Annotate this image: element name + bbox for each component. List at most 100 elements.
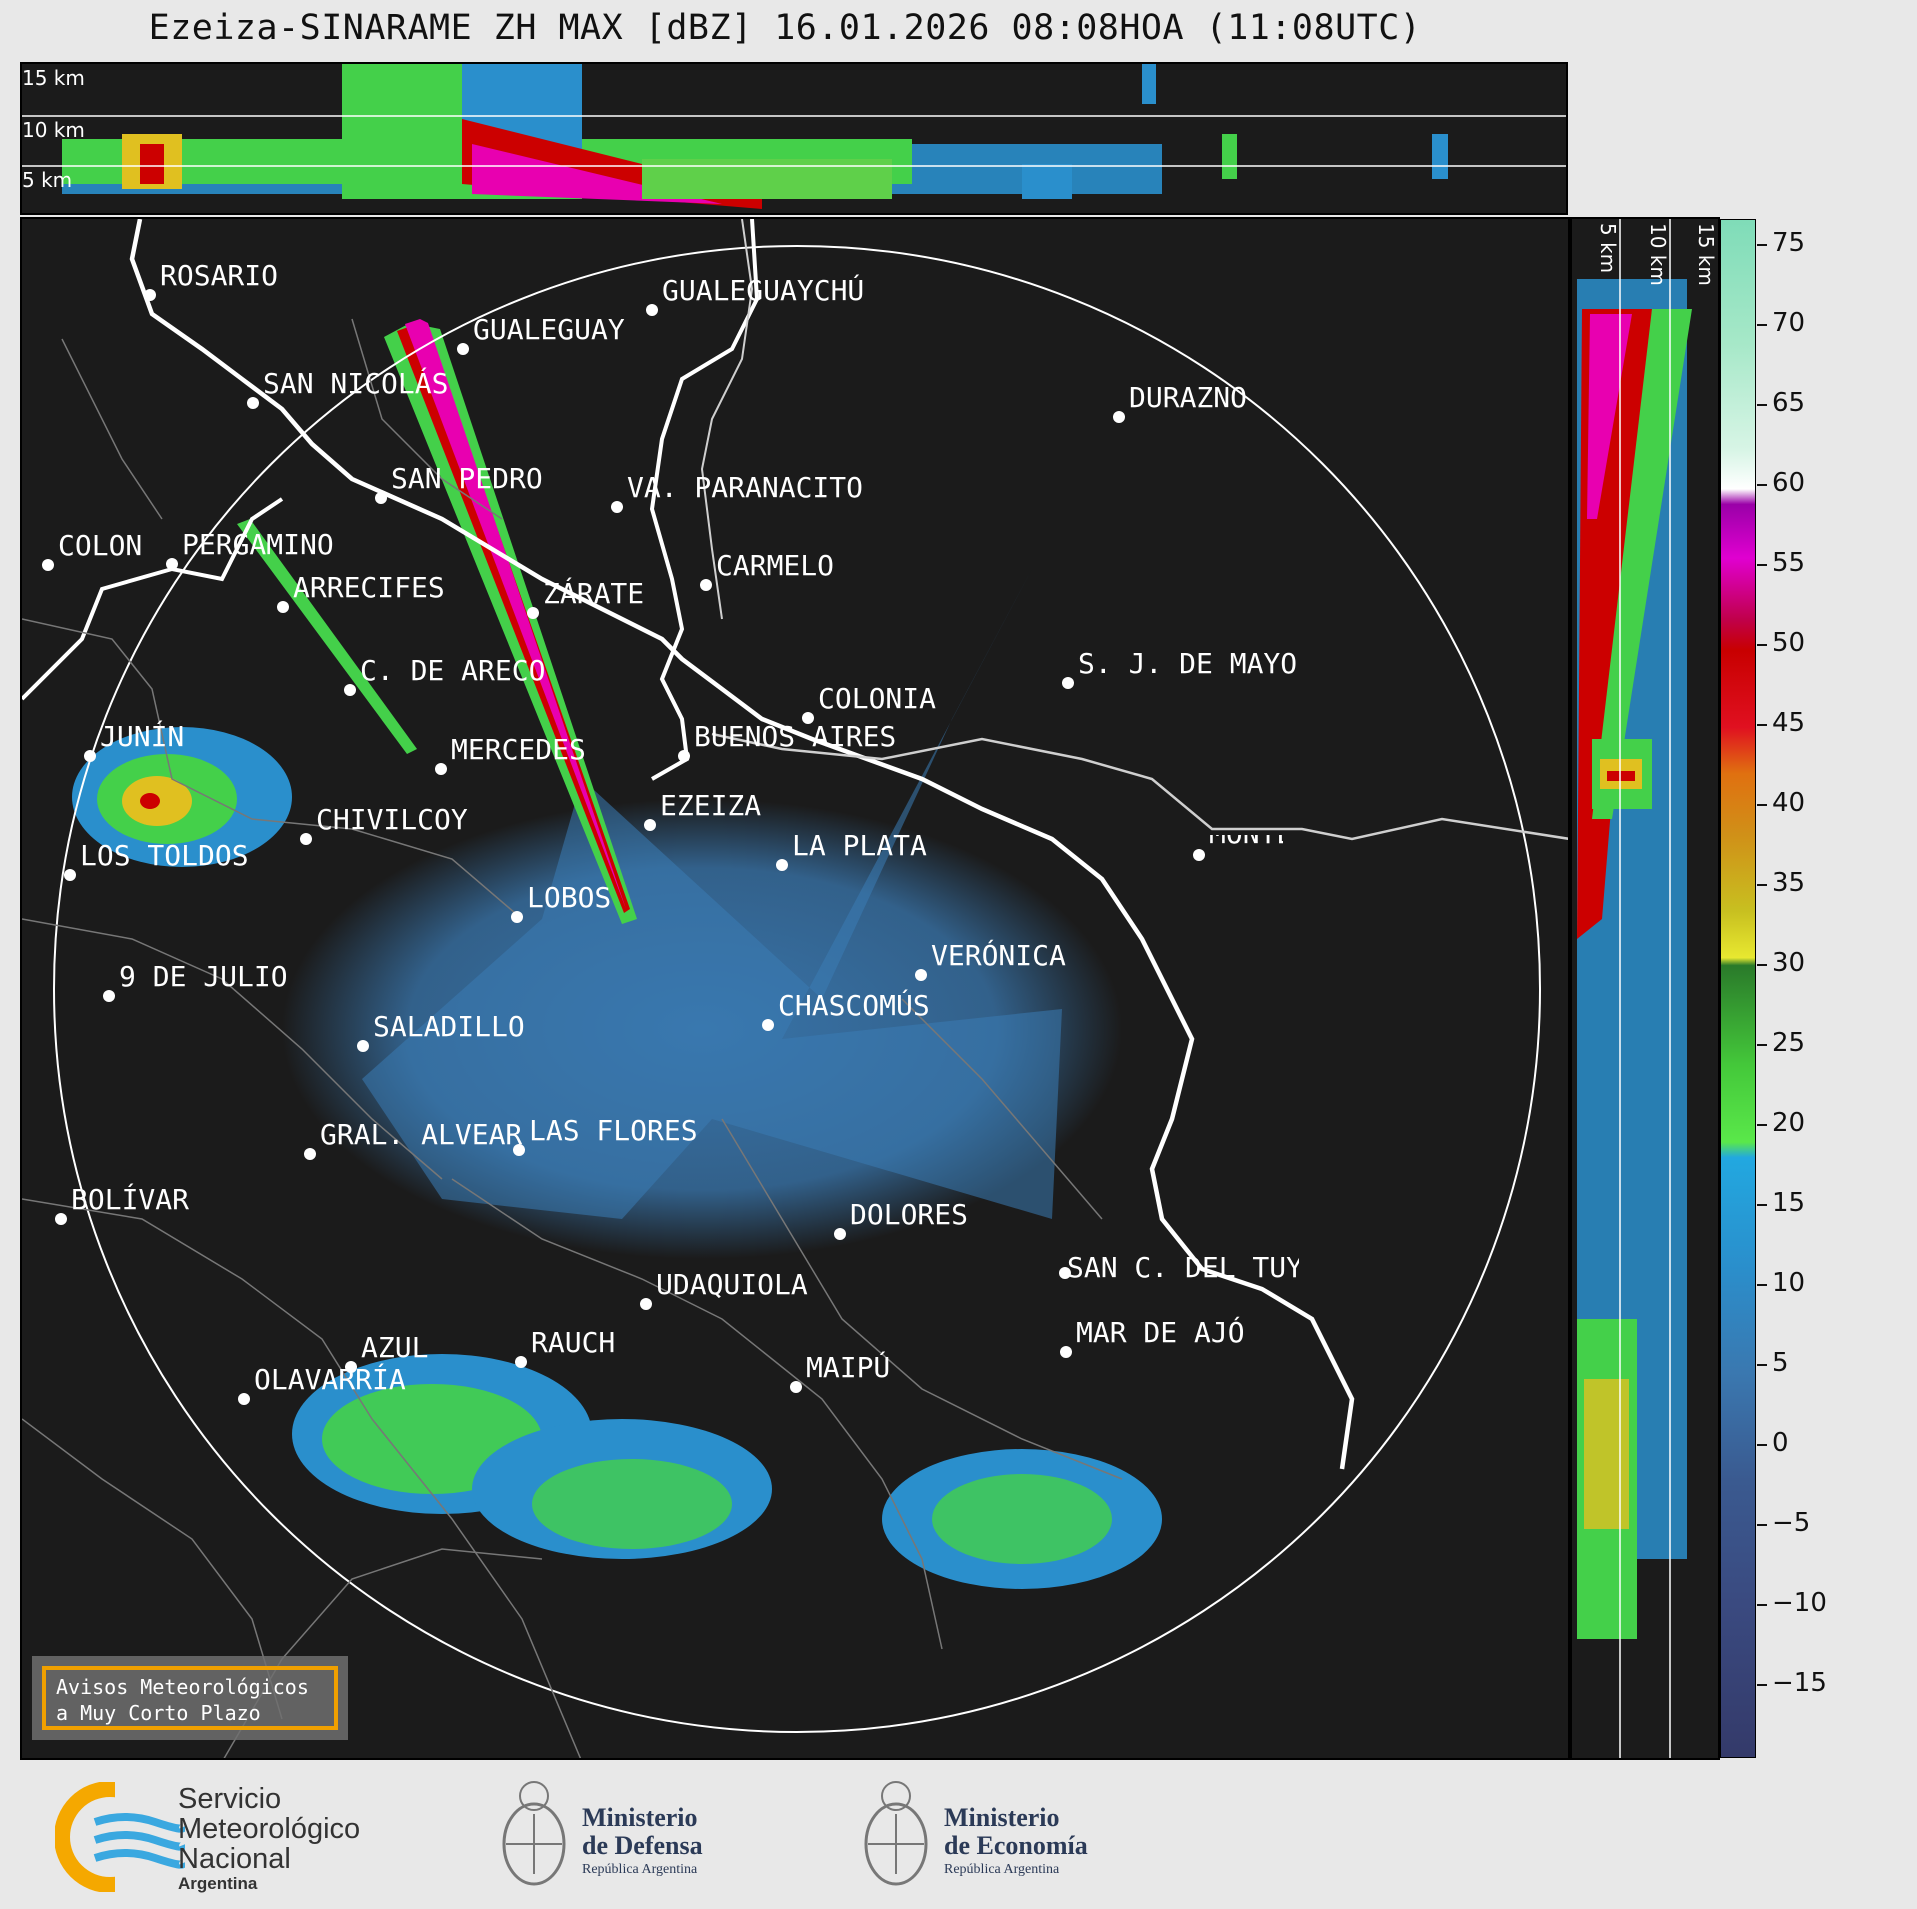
city-label: MAIPÚ: [806, 1351, 891, 1384]
city-marker: [802, 712, 814, 724]
city-label: VA. PARANACITO: [627, 471, 864, 504]
city-label: MONTEVIDEO: [1209, 835, 1283, 850]
city-label: SAN C. DEL TUYÚ: [1067, 1253, 1299, 1284]
avisos-badge[interactable]: Avisos Meteorológicos a Muy Corto Plazo: [32, 1656, 348, 1740]
alt-label-15km: 15 km: [1694, 223, 1718, 286]
city-label: ARRECIFES: [293, 571, 445, 604]
city-marker: [344, 684, 356, 696]
city-marker: [644, 819, 656, 831]
colorbar-tick-label: 75: [1772, 228, 1806, 258]
city-marker: [762, 1019, 774, 1031]
colorbar-tick-label: 35: [1772, 868, 1806, 898]
city-label: BOLÍVAR: [71, 1183, 190, 1216]
city-marker: [527, 607, 539, 619]
avisos-line-2: a Muy Corto Plazo: [56, 1701, 261, 1725]
city-label: CHIVILCOY: [316, 803, 468, 836]
colorbar-tick-label: −10: [1772, 1588, 1827, 1618]
city-marker: [247, 397, 259, 409]
city-marker: [790, 1381, 802, 1393]
city-marker: [700, 579, 712, 591]
map-title: Ezeiza-SINARAME ZH MAX [dBZ] 16.01.2026 …: [148, 8, 1422, 48]
top-cross-section-panel: 15 km 10 km 5 km: [20, 62, 1568, 215]
city-marker: [435, 763, 447, 775]
economia-logo-text: Ministerio de Economía República Argenti…: [944, 1803, 1088, 1878]
smn-logo-icon: [55, 1782, 185, 1892]
colorbar-tick-label: 5: [1772, 1348, 1789, 1378]
colorbar-tick-label: 25: [1772, 1028, 1806, 1058]
city-label: AZUL: [361, 1331, 429, 1364]
city-marker: [776, 859, 788, 871]
city-marker: [300, 833, 312, 845]
city-label: COLON: [58, 529, 143, 562]
city-marker: [277, 601, 289, 613]
city-marker: [144, 289, 156, 301]
city-marker: [457, 343, 469, 355]
city-label: CARMELO: [716, 549, 835, 582]
city-marker: [357, 1040, 369, 1052]
city-marker: [1059, 1267, 1071, 1279]
city-label: MAR DE AJÓ: [1076, 1316, 1245, 1349]
city-label: PERGAMINO: [182, 528, 334, 561]
avisos-badge-frame: Avisos Meteorológicos a Muy Corto Plazo: [42, 1666, 338, 1730]
city-marker: [678, 750, 690, 762]
city-marker: [1193, 849, 1205, 861]
alt-label-15km: 15 km: [22, 66, 85, 90]
colorbar-tick-label: 45: [1772, 708, 1806, 738]
top-cross-section-echoes: [22, 64, 1566, 209]
city-marker: [1062, 677, 1074, 689]
colorbar-tick-label: 40: [1772, 788, 1806, 818]
city-label: MERCEDES: [451, 733, 586, 766]
city-marker: [345, 1361, 357, 1373]
coat-of-arms-icon: [864, 1781, 928, 1886]
city-marker: [55, 1213, 67, 1225]
city-marker: [1060, 1346, 1072, 1358]
city-label: BUENOS AIRES: [694, 720, 897, 753]
city-label: LAS FLORES: [529, 1114, 698, 1147]
city-marker: [834, 1228, 846, 1240]
city-marker: [1113, 411, 1125, 423]
dbz-colorbar: [1720, 219, 1756, 1758]
city-marker: [238, 1393, 250, 1405]
city-marker: [915, 969, 927, 981]
radial-echo-rays: [362, 569, 1062, 1219]
city-label: COLONIA: [818, 682, 937, 715]
city-marker: [513, 1144, 525, 1156]
city-label: UDAQUIOLA: [656, 1268, 808, 1301]
city-marker: [646, 304, 658, 316]
city-label: DOLORES: [850, 1198, 969, 1231]
city-label: RAUCH: [531, 1326, 616, 1359]
city-marker: [103, 990, 115, 1002]
colorbar-tick-label: 15: [1772, 1188, 1806, 1218]
alt-label-10km: 10 km: [1646, 223, 1670, 286]
colorbar-tick-label: 20: [1772, 1108, 1806, 1138]
city-marker: [42, 559, 54, 571]
radar-map-graphics: [22, 219, 1568, 1758]
alt-label-10km: 10 km: [22, 118, 85, 142]
city-marker: [84, 750, 96, 762]
smn-logo-text: Servicio Meteorológico Nacional Argentin…: [178, 1783, 361, 1893]
footer-logos: Servicio Meteorológico Nacional Argentin…: [0, 1760, 1917, 1909]
city-label: LOS TOLDOS: [80, 839, 249, 872]
city-label: EZEIZA: [660, 789, 762, 822]
city-marker: [166, 558, 178, 570]
city-label: SAN PEDRO: [391, 462, 543, 495]
city-montevideo: MONTEVIDEO: [1193, 835, 1283, 875]
alt-label-5km: 5 km: [1596, 223, 1620, 274]
avisos-line-1: Avisos Meteorológicos: [56, 1675, 309, 1699]
city-marker: [304, 1148, 316, 1160]
defensa-logo-text: Ministerio de Defensa República Argentin…: [582, 1803, 703, 1878]
city-label: LOBOS: [527, 881, 612, 914]
city-label: ZÁRATE: [543, 577, 645, 610]
city-label: S. J. DE MAYO: [1078, 647, 1298, 680]
city-san-c-del-tuyu: SAN C. DEL TUYÚ: [1059, 1253, 1299, 1293]
city-marker: [515, 1356, 527, 1368]
city-label: SAN NICOLÁS: [263, 367, 449, 400]
city-label: ROSARIO: [160, 259, 279, 292]
colorbar-tick-label: 60: [1772, 468, 1806, 498]
city-label: C. DE ARECO: [360, 654, 546, 687]
city-label: VERÓNICA: [931, 939, 1066, 972]
city-label: SALADILLO: [373, 1010, 525, 1043]
city-marker: [375, 492, 387, 504]
colorbar-tick-label: −5: [1772, 1508, 1811, 1538]
colorbar-tick-label: 0: [1772, 1428, 1789, 1458]
